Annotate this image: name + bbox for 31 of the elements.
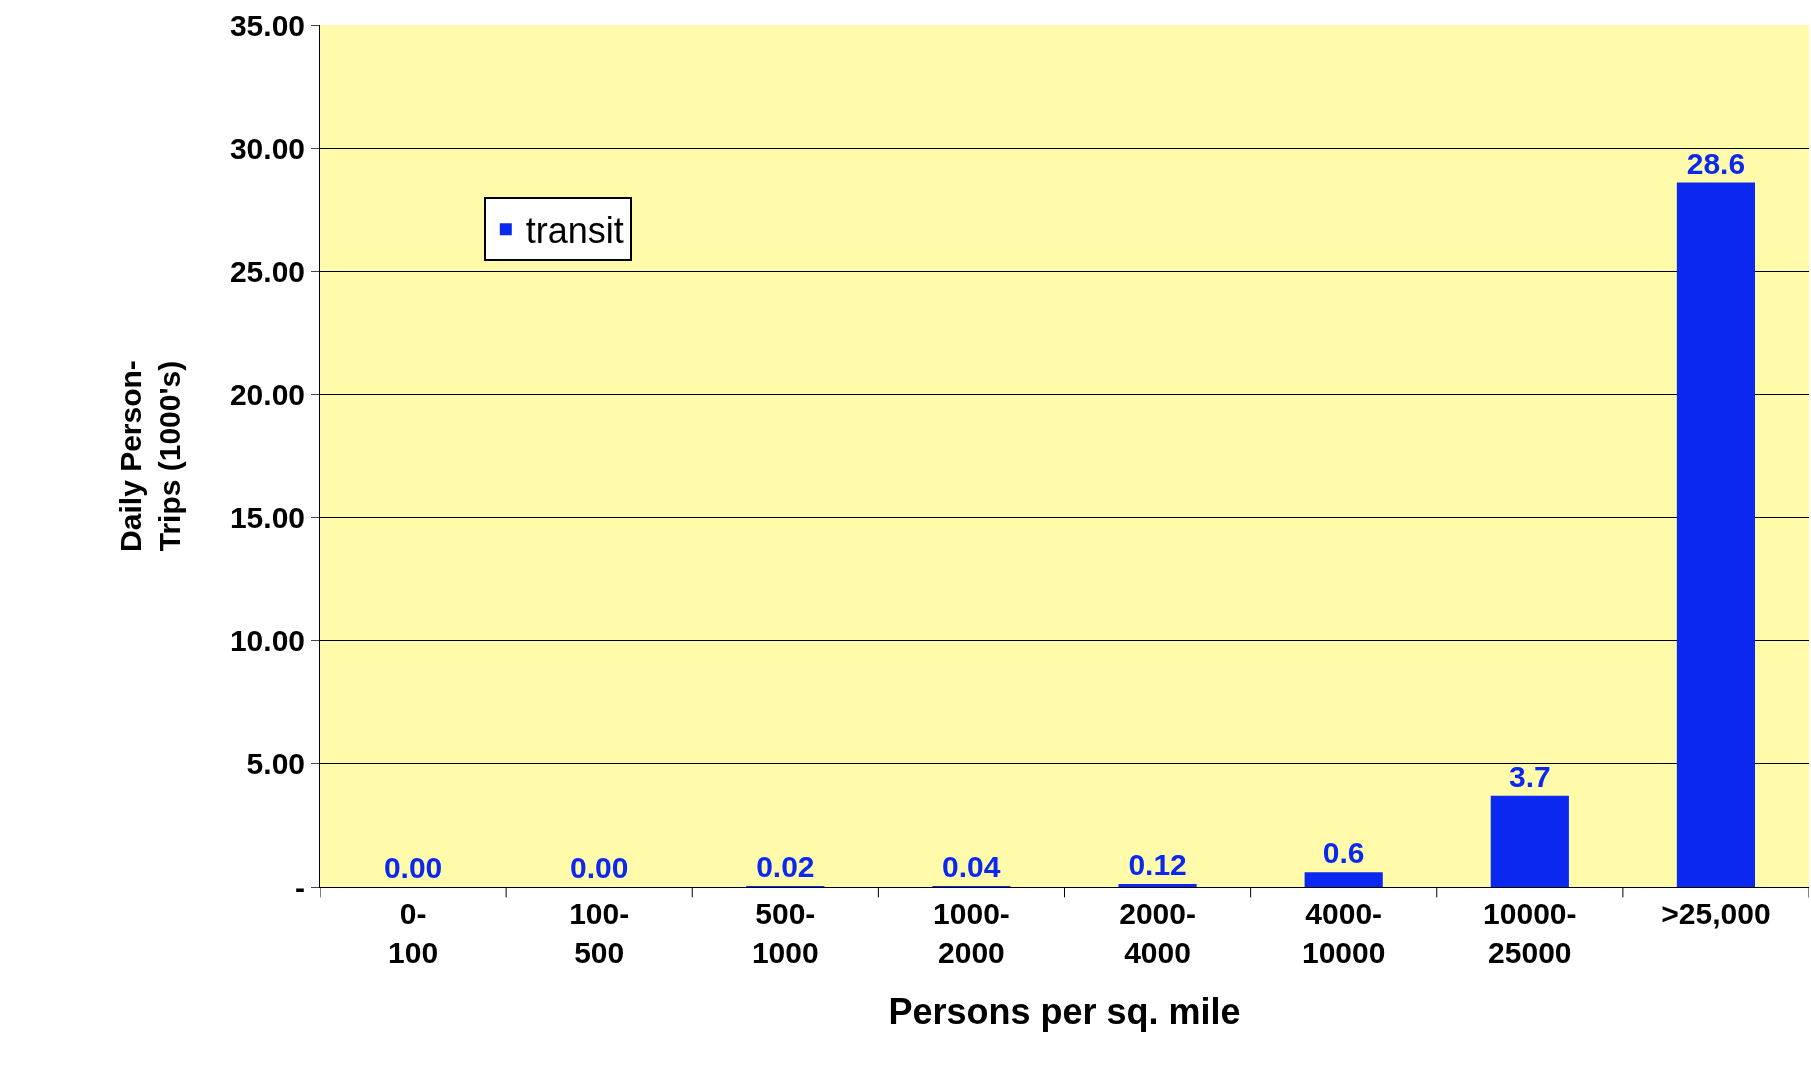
bar <box>1676 182 1756 887</box>
y-tick-label: 30.00 <box>229 131 305 165</box>
data-label: 0.02 <box>756 850 815 883</box>
data-label: 0.00 <box>383 851 443 884</box>
legend-label: transit <box>525 210 624 252</box>
y-tick-label: 35.00 <box>229 8 305 42</box>
y-tick-label: 15.00 <box>229 501 305 535</box>
data-label: 0.12 <box>1128 848 1187 882</box>
y-tick-label: - <box>295 870 305 904</box>
x-axis-title: Persons per sq. mile <box>888 990 1241 1032</box>
data-label: 28.6 <box>1686 146 1746 180</box>
bar <box>1304 872 1383 887</box>
y-axis-title: Daily Person-Trips (1000's) <box>113 360 186 552</box>
y-tick-label: 20.00 <box>229 377 305 411</box>
data-label: 0.00 <box>569 851 629 884</box>
x-tick-label: 500-1000 <box>751 897 819 969</box>
x-tick-label: 10000-25000 <box>1483 897 1577 969</box>
x-tick-label: 1000-2000 <box>933 897 1010 969</box>
y-tick-label: 10.00 <box>229 624 305 658</box>
data-label: 0.6 <box>1322 836 1365 870</box>
x-tick-label: 0-100 <box>388 897 439 969</box>
x-tick-label: 100-500 <box>569 897 630 969</box>
x-tick-label: 4000-10000 <box>1301 897 1386 969</box>
data-label: 3.7 <box>1508 759 1551 793</box>
y-tick-label: 5.00 <box>246 747 305 781</box>
x-tick-label: 2000-4000 <box>1119 897 1196 969</box>
bar <box>1118 884 1197 887</box>
bar <box>1490 795 1569 887</box>
data-label: 0.04 <box>942 850 1001 883</box>
y-tick-label: 25.00 <box>229 254 305 288</box>
x-tick-label: >25,000 <box>1661 897 1771 930</box>
